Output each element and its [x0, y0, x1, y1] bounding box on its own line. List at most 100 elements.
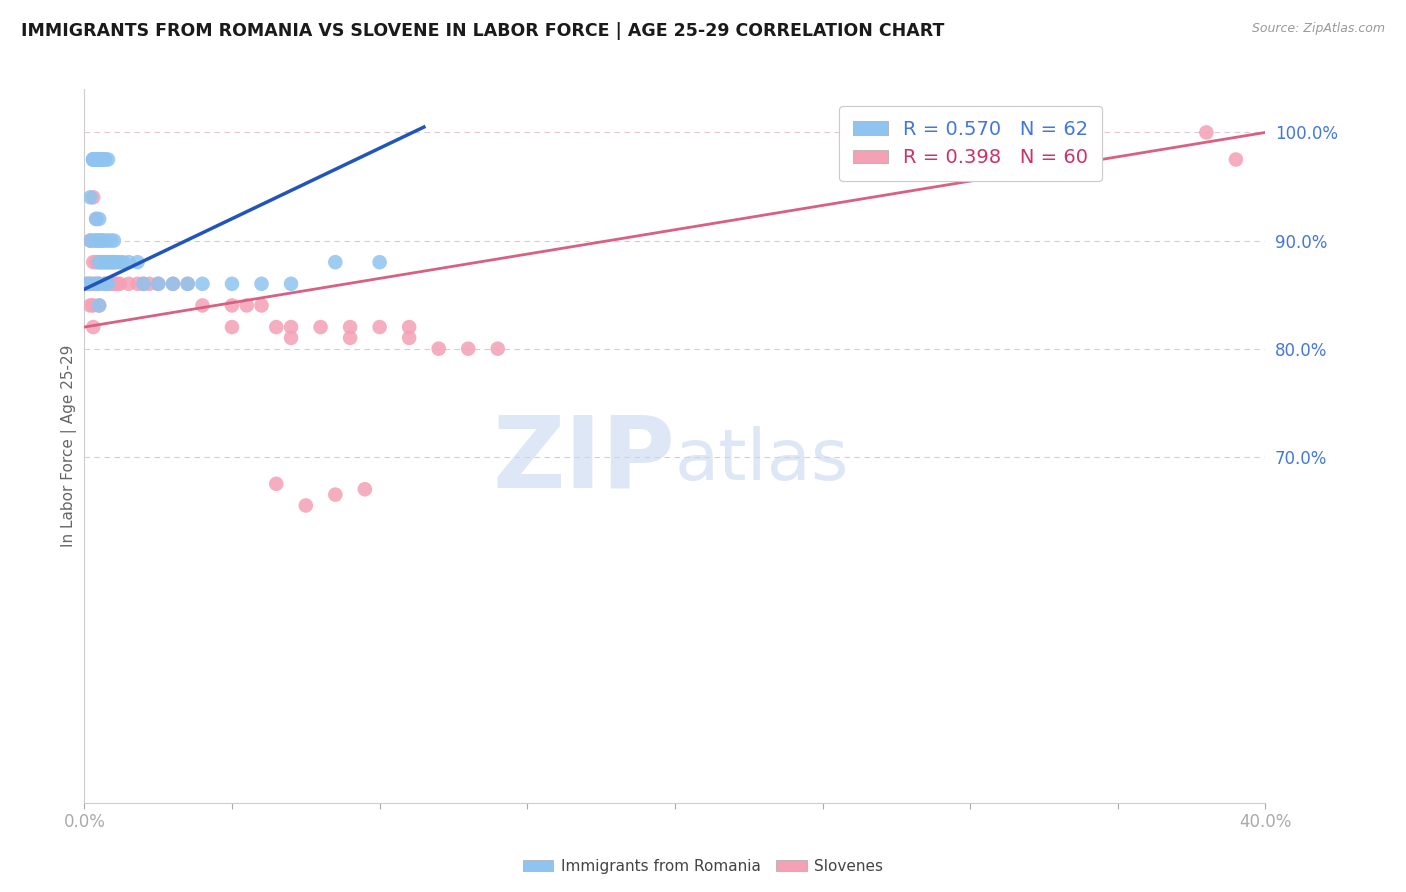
- Point: [295, 499, 318, 513]
- Point: [79, 277, 101, 291]
- Point: [132, 277, 155, 291]
- Point: [191, 298, 214, 312]
- Point: [177, 277, 200, 291]
- Point: [1195, 125, 1218, 139]
- Point: [94, 277, 117, 291]
- Point: [177, 277, 200, 291]
- Point: [84, 277, 107, 291]
- Point: [89, 211, 111, 226]
- Point: [89, 255, 111, 269]
- Point: [82, 234, 104, 248]
- Point: [82, 153, 104, 167]
- Point: [79, 234, 101, 248]
- Point: [84, 211, 107, 226]
- Point: [221, 277, 243, 291]
- Point: [84, 153, 107, 167]
- Point: [79, 298, 101, 312]
- Point: [97, 255, 120, 269]
- Point: [105, 255, 128, 269]
- Point: [339, 320, 361, 334]
- Point: [82, 153, 104, 167]
- Point: [457, 342, 479, 356]
- Point: [89, 234, 111, 248]
- Point: [97, 277, 120, 291]
- Point: [91, 255, 114, 269]
- Point: [323, 488, 347, 502]
- Point: [76, 277, 98, 291]
- Point: [94, 153, 117, 167]
- Point: [250, 298, 273, 312]
- Point: [94, 153, 117, 167]
- Point: [100, 234, 122, 248]
- Point: [280, 331, 302, 345]
- Point: [264, 320, 288, 334]
- Point: [89, 153, 111, 167]
- Point: [191, 277, 214, 291]
- Point: [162, 277, 184, 291]
- Point: [84, 277, 107, 291]
- Point: [84, 153, 107, 167]
- Point: [221, 320, 243, 334]
- Point: [94, 234, 117, 248]
- Point: [89, 153, 111, 167]
- Point: [89, 277, 111, 291]
- Point: [89, 298, 111, 312]
- Point: [250, 277, 273, 291]
- Point: [162, 277, 184, 291]
- Point: [82, 153, 104, 167]
- Point: [236, 298, 259, 312]
- Y-axis label: In Labor Force | Age 25-29: In Labor Force | Age 25-29: [62, 345, 77, 547]
- Point: [108, 277, 131, 291]
- Point: [89, 277, 111, 291]
- Point: [323, 255, 347, 269]
- Point: [1225, 153, 1247, 167]
- Point: [84, 255, 107, 269]
- Point: [91, 153, 114, 167]
- Point: [280, 277, 302, 291]
- Point: [82, 255, 104, 269]
- Point: [368, 255, 391, 269]
- Point: [97, 277, 120, 291]
- Point: [94, 255, 117, 269]
- Point: [118, 277, 141, 291]
- Point: [111, 255, 134, 269]
- Point: [309, 320, 332, 334]
- Point: [339, 331, 361, 345]
- Point: [76, 277, 98, 291]
- Point: [127, 255, 149, 269]
- Point: [82, 298, 104, 312]
- Point: [89, 298, 111, 312]
- Point: [84, 153, 107, 167]
- Point: [89, 153, 111, 167]
- Point: [84, 153, 107, 167]
- Point: [97, 255, 120, 269]
- Point: [138, 277, 160, 291]
- Text: IMMIGRANTS FROM ROMANIA VS SLOVENE IN LABOR FORCE | AGE 25-29 CORRELATION CHART: IMMIGRANTS FROM ROMANIA VS SLOVENE IN LA…: [21, 22, 945, 40]
- Point: [486, 342, 509, 356]
- Point: [89, 255, 111, 269]
- Point: [100, 255, 122, 269]
- Point: [84, 211, 107, 226]
- Point: [82, 153, 104, 167]
- Point: [82, 153, 104, 167]
- Point: [91, 255, 114, 269]
- Point: [91, 234, 114, 248]
- Point: [264, 476, 288, 491]
- Point: [79, 234, 101, 248]
- Point: [368, 320, 391, 334]
- Point: [91, 234, 114, 248]
- Point: [94, 277, 117, 291]
- Point: [398, 331, 420, 345]
- Point: [89, 153, 111, 167]
- Legend: R = 0.570   N = 62, R = 0.398   N = 60: R = 0.570 N = 62, R = 0.398 N = 60: [839, 106, 1102, 181]
- Point: [103, 255, 125, 269]
- Point: [100, 277, 122, 291]
- Point: [148, 277, 170, 291]
- Text: Source: ZipAtlas.com: Source: ZipAtlas.com: [1251, 22, 1385, 36]
- Point: [82, 277, 104, 291]
- Point: [89, 234, 111, 248]
- Point: [82, 320, 104, 334]
- Point: [94, 255, 117, 269]
- Point: [89, 153, 111, 167]
- Text: atlas: atlas: [675, 425, 849, 495]
